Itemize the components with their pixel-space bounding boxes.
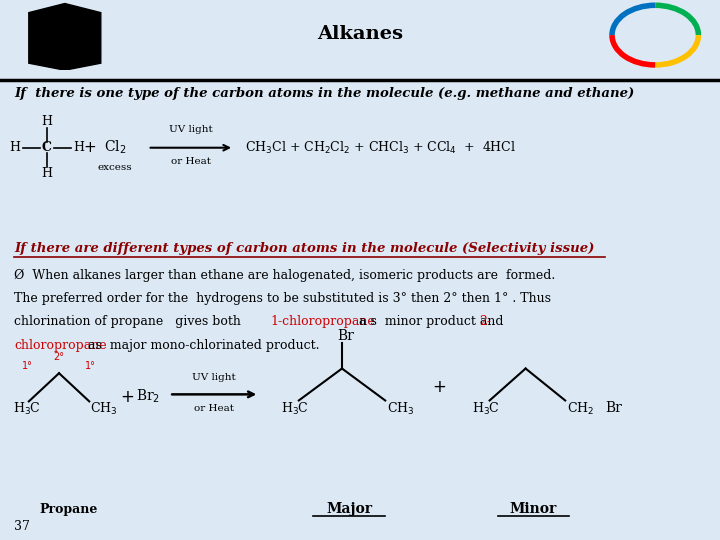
Text: UV light: UV light [169,125,212,134]
Text: as  major mono-chlorinated product.: as major mono-chlorinated product. [84,339,319,352]
Text: H: H [41,116,53,129]
Text: If there are different types of carbon atoms in the molecule (Selectivity issue): If there are different types of carbon a… [14,242,595,255]
Text: 2-: 2- [479,315,491,328]
Text: H$_3$C: H$_3$C [472,400,500,416]
Text: Br: Br [605,401,621,415]
Text: chloropropane: chloropropane [14,339,107,352]
Text: +: + [120,388,134,406]
Text: excess: excess [98,163,132,172]
Text: H: H [41,167,53,180]
Text: H: H [73,141,85,154]
Text: If  there is one type of the carbon atoms in the molecule (e.g. methane and etha: If there is one type of the carbon atoms… [14,86,634,100]
Text: H: H [9,141,20,154]
Text: H$_3$C: H$_3$C [281,400,309,416]
Text: CH$_3$: CH$_3$ [387,400,415,416]
Text: C: C [42,141,52,154]
Text: Ø  When alkanes larger than ethane are halogenated, isomeric products are  forme: Ø When alkanes larger than ethane are ha… [14,268,556,282]
Text: UV light: UV light [192,374,236,382]
Text: CH$_3$Cl + CH$_2$Cl$_2$ + CHCl$_3$ + CCl$_4$  +  4HCl: CH$_3$Cl + CH$_2$Cl$_2$ + CHCl$_3$ + CCl… [245,140,516,156]
Text: 37: 37 [14,521,30,534]
Text: CH$_2$: CH$_2$ [567,400,595,416]
Text: Propane: Propane [39,503,98,516]
Text: Br$_2$: Br$_2$ [135,388,160,406]
Text: 1-chloropropane: 1-chloropropane [270,315,374,328]
Text: Alkanes: Alkanes [317,25,403,43]
Text: +: + [432,379,446,396]
Polygon shape [29,3,101,70]
Text: The preferred order for the  hydrogens to be substituted is 3° then 2° then 1° .: The preferred order for the hydrogens to… [14,292,552,305]
Text: or Heat: or Heat [171,157,211,166]
Text: Major: Major [326,502,372,516]
Text: a s  minor product and: a s minor product and [351,315,507,328]
Text: H$_3$C: H$_3$C [13,400,41,416]
Text: Minor: Minor [509,502,557,516]
Text: 1°: 1° [85,361,96,371]
Text: chlorination of propane   gives both: chlorination of propane gives both [14,315,246,328]
Text: CH$_3$: CH$_3$ [90,400,117,416]
Text: Cl$_2$: Cl$_2$ [104,139,127,157]
Text: +: + [84,140,96,155]
Text: 2°: 2° [53,352,65,362]
Text: Br: Br [337,329,354,343]
Text: 1°: 1° [22,361,33,371]
Text: or Heat: or Heat [194,404,234,413]
